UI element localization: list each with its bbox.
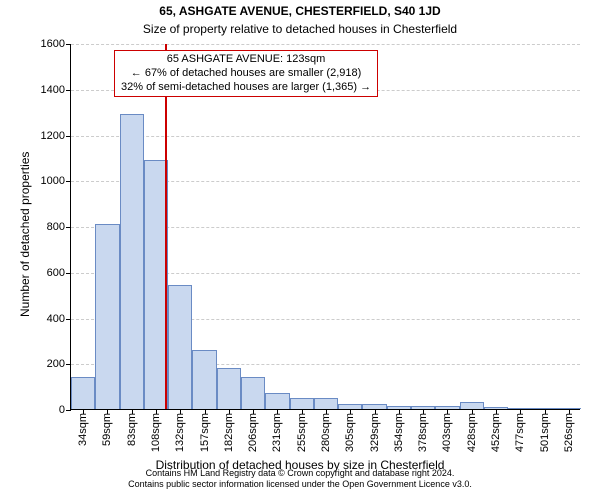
annotation-line: 65 ASHGATE AVENUE: 123sqm — [121, 53, 371, 67]
x-tick-label: 132sqm — [174, 413, 186, 452]
y-tick-label: 200 — [47, 358, 65, 370]
bar — [71, 377, 95, 409]
y-tick — [66, 273, 71, 274]
y-tick — [66, 44, 71, 45]
x-tick-label: 378sqm — [417, 413, 429, 452]
footer-line: Contains public sector information licen… — [0, 479, 600, 490]
x-tick-label: 403sqm — [441, 413, 453, 452]
bar — [241, 377, 265, 409]
annotation-box: 65 ASHGATE AVENUE: 123sqm← 67% of detach… — [114, 50, 378, 97]
y-tick-label: 1600 — [41, 38, 65, 50]
y-tick-label: 1000 — [41, 175, 65, 187]
x-tick-label: 452sqm — [490, 413, 502, 452]
x-tick-label: 108sqm — [150, 413, 162, 452]
bar — [168, 285, 192, 409]
x-tick-label: 354sqm — [393, 413, 405, 452]
figure: 65, ASHGATE AVENUE, CHESTERFIELD, S40 1J… — [0, 0, 600, 500]
reference-line — [165, 44, 167, 409]
chart-title: Size of property relative to detached ho… — [0, 22, 600, 36]
gridline — [71, 136, 580, 137]
y-tick-label: 600 — [47, 267, 65, 279]
y-tick-label: 400 — [47, 313, 65, 325]
x-tick-label: 231sqm — [271, 413, 283, 452]
bar — [314, 398, 338, 409]
y-tick-label: 1400 — [41, 84, 65, 96]
gridline — [71, 44, 580, 45]
bar — [192, 350, 216, 409]
x-tick-label: 34sqm — [77, 413, 89, 446]
y-tick-label: 1200 — [41, 130, 65, 142]
x-tick-label: 477sqm — [514, 413, 526, 452]
y-tick — [66, 410, 71, 411]
x-tick-label: 526sqm — [563, 413, 575, 452]
y-tick-label: 0 — [59, 404, 65, 416]
x-tick-label: 255sqm — [296, 413, 308, 452]
bar — [217, 368, 241, 409]
x-tick-label: 501sqm — [539, 413, 551, 452]
bar — [460, 402, 484, 409]
footer-attribution: Contains HM Land Registry data © Crown c… — [0, 468, 600, 490]
y-tick — [66, 181, 71, 182]
bar — [95, 224, 119, 409]
x-tick-label: 428sqm — [466, 413, 478, 452]
x-tick-label: 305sqm — [344, 413, 356, 452]
bar — [120, 114, 144, 409]
y-tick — [66, 136, 71, 137]
x-tick-label: 182sqm — [223, 413, 235, 452]
y-tick — [66, 364, 71, 365]
chart-supertitle: 65, ASHGATE AVENUE, CHESTERFIELD, S40 1J… — [0, 4, 600, 18]
x-tick-label: 59sqm — [101, 413, 113, 446]
y-tick — [66, 90, 71, 91]
bar — [290, 398, 314, 409]
annotation-line: 32% of semi-detached houses are larger (… — [121, 81, 371, 95]
y-axis-label: Number of detached properties — [18, 152, 32, 317]
x-tick-label: 329sqm — [369, 413, 381, 452]
x-tick-label: 280sqm — [320, 413, 332, 452]
annotation-line: ← 67% of detached houses are smaller (2,… — [121, 67, 371, 81]
y-tick — [66, 227, 71, 228]
x-tick-label: 206sqm — [247, 413, 259, 452]
plot-area: 0200400600800100012001400160034sqm59sqm8… — [70, 44, 580, 410]
x-tick-label: 157sqm — [199, 413, 211, 452]
y-tick — [66, 319, 71, 320]
footer-line: Contains HM Land Registry data © Crown c… — [0, 468, 600, 479]
x-tick-label: 83sqm — [126, 413, 138, 446]
y-tick-label: 800 — [47, 221, 65, 233]
bar — [265, 393, 289, 409]
